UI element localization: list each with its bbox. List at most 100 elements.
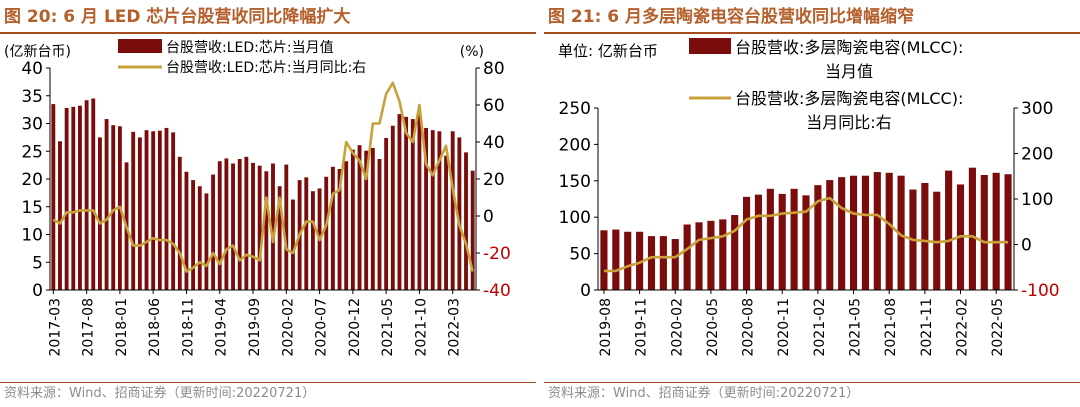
left-tick-label: 25	[21, 142, 43, 162]
right-tick-label: -20	[483, 244, 511, 264]
x-tick-label: 2021-02	[812, 298, 828, 357]
x-tick-label: 2019-08	[598, 298, 614, 357]
bar	[364, 150, 369, 290]
chart-panel-left: 图 20: 6 月 LED 芯片台股营收同比降幅扩大 0 5 10 15 20 25 30 3…	[0, 0, 536, 407]
bar	[612, 229, 620, 290]
left-tick-label: 30	[21, 115, 43, 135]
legend-swatch-bar	[689, 38, 731, 54]
left-axis-unit: (亿新台币)	[4, 44, 71, 60]
left-tick-label: 150	[559, 172, 591, 192]
bar	[330, 166, 335, 290]
yoy-line	[603, 196, 1009, 273]
bar	[417, 114, 422, 291]
bar	[51, 104, 56, 290]
x-tick-label: 2018-06	[147, 298, 163, 357]
right-tick-label: 300	[1021, 99, 1053, 119]
left-tick-label: 250	[559, 99, 591, 119]
bar	[271, 163, 275, 290]
bar	[873, 172, 881, 290]
bar	[968, 167, 976, 290]
bar	[766, 188, 774, 290]
bar	[224, 158, 229, 290]
bar	[719, 219, 727, 290]
bar	[164, 127, 169, 290]
left-tick-label: 10	[21, 226, 43, 246]
chart-panel-right: 图 21: 6 月多层陶瓷电容台股营收同比增幅缩窄 0 50 100 150 200 25…	[544, 0, 1080, 407]
chart-title-left: 图 20: 6 月 LED 芯片台股营收同比降幅扩大	[4, 7, 351, 27]
bar	[457, 137, 462, 290]
x-tick-label: 2020-12	[347, 298, 363, 357]
bar	[244, 156, 249, 290]
left-tick-label: 0	[580, 281, 591, 301]
bar	[778, 193, 786, 290]
mlcc-chart: 0 50 100 150 200 250 -100 0 100 200 300 2019-08 2019…	[558, 38, 1060, 357]
bar	[310, 191, 315, 290]
left-tick-label: 50	[569, 245, 591, 265]
right-tick-label: 60	[483, 96, 505, 116]
bar	[470, 170, 475, 290]
left-tick-label: 15	[21, 198, 43, 218]
bar	[251, 162, 255, 290]
left-tick-label: 20	[21, 170, 43, 190]
bar	[357, 145, 362, 290]
bar	[237, 159, 242, 290]
x-tick-label: 2022-03	[447, 298, 463, 357]
bar	[171, 132, 176, 290]
bar	[397, 114, 402, 290]
chart-title-right: 图 21: 6 月多层陶瓷电容台股营收同比增幅缩窄	[548, 7, 915, 27]
bar	[277, 186, 282, 290]
legend-label-line-line1: 台股营收:多层陶瓷电容(MLCC):	[735, 89, 963, 108]
bar	[97, 137, 102, 290]
left-tick-label: 40	[21, 59, 43, 79]
bar	[377, 159, 382, 290]
bar	[743, 196, 751, 290]
right-tick-label: -100	[1021, 281, 1060, 301]
bar	[284, 164, 289, 290]
bar	[671, 239, 679, 290]
bar	[404, 116, 409, 290]
bar	[980, 174, 988, 290]
bar	[137, 137, 142, 290]
bar	[58, 141, 62, 290]
title-rule-left	[0, 32, 536, 34]
bar	[659, 236, 667, 290]
left-tick-label: 35	[21, 87, 43, 107]
x-tick-label: 2017-08	[81, 298, 97, 357]
x-tick-label: 2019-09	[247, 298, 263, 357]
bar	[184, 171, 189, 290]
right-tick-label: 40	[483, 133, 505, 153]
bar	[324, 176, 329, 290]
bar	[144, 130, 149, 290]
right-tick-label: 200	[1021, 145, 1053, 165]
source-note-left: 资料来源：Wind、招商证券（更新时间:20220721）	[4, 386, 316, 401]
bar	[444, 155, 448, 290]
bar	[91, 98, 96, 291]
left-axis-unit: 单位: 亿新台币	[558, 42, 658, 60]
bar	[992, 172, 1000, 290]
x-tick-label: 2020-11	[776, 298, 792, 357]
x-tick-label: 2021-08	[883, 298, 899, 357]
bar	[945, 170, 953, 290]
legend-swatch-bar	[118, 39, 162, 53]
bar	[370, 147, 375, 290]
source-rule-right	[544, 382, 1080, 383]
bar	[231, 163, 235, 290]
bar	[104, 119, 109, 290]
bar	[304, 177, 309, 290]
bar	[264, 171, 269, 290]
bar	[64, 107, 69, 291]
bar	[430, 130, 435, 290]
x-tick-label: 2020-02	[280, 298, 296, 357]
bar	[424, 127, 429, 290]
x-tick-label: 2021-10	[413, 298, 429, 357]
bar	[384, 137, 389, 290]
bar	[71, 106, 76, 290]
bar	[84, 100, 89, 290]
left-tick-label: 5	[32, 253, 43, 273]
bar	[410, 119, 415, 290]
x-tick-label: 2019-04	[214, 298, 230, 357]
bar	[291, 199, 295, 290]
x-tick-label: 2020-05	[705, 298, 721, 357]
bar	[450, 131, 455, 290]
bar	[861, 175, 869, 290]
